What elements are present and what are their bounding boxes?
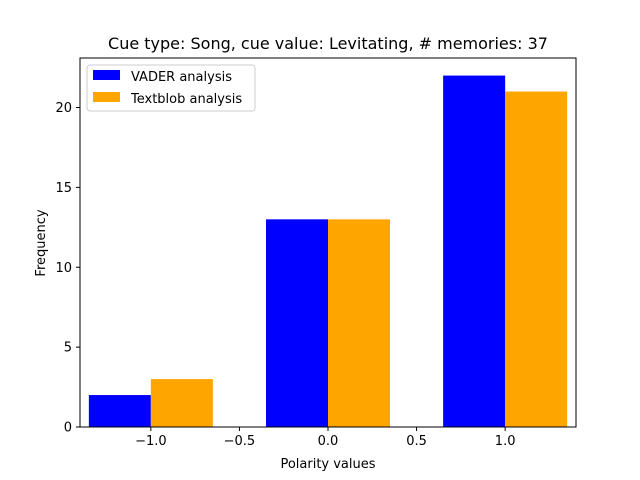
y-tick-label: 5	[64, 341, 72, 356]
y-axis: 0 5 10 15 20	[55, 101, 80, 436]
y-tick-label: 20	[55, 101, 72, 116]
legend: VADER analysis Textblob analysis	[86, 64, 256, 112]
legend-label-textblob: Textblob analysis	[130, 92, 242, 107]
bar-series1-cat2	[505, 91, 568, 427]
bar-series0-cat1	[266, 219, 328, 427]
legend-swatch-textblob	[93, 92, 120, 102]
x-axis: −1.0 −0.5 0.0 0.5 1.0	[135, 427, 515, 449]
x-tick-label: −0.5	[224, 434, 256, 449]
x-tick-label: 1.0	[495, 434, 516, 449]
x-tick-label: −1.0	[135, 434, 167, 449]
x-axis-label: Polarity values	[280, 457, 375, 472]
legend-frame	[86, 64, 256, 112]
x-tick-label: 0.0	[318, 434, 339, 449]
bar-series0-cat2	[443, 75, 506, 428]
y-tick-label: 0	[64, 421, 72, 436]
bar-series1-cat0	[150, 379, 213, 427]
legend-label-vader: VADER analysis	[131, 70, 232, 85]
y-axis-label: Frequency	[34, 209, 49, 276]
chart-title: Cue type: Song, cue value: Levitating, #…	[108, 34, 548, 53]
legend-swatch-vader	[93, 70, 120, 80]
bar-series0-cat0	[88, 395, 151, 427]
x-tick-label: 0.5	[406, 434, 427, 449]
y-tick-label: 10	[55, 261, 72, 276]
y-tick-label: 15	[55, 181, 72, 196]
bars-layer	[88, 75, 568, 428]
bar-series1-cat1	[328, 219, 390, 427]
